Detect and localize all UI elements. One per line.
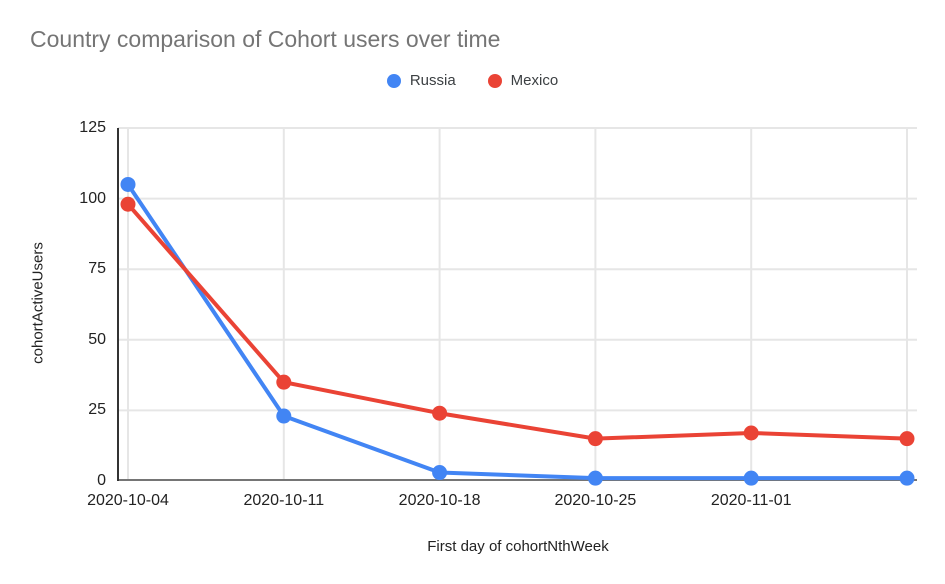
x-tick-2: 2020-10-11 <box>243 492 325 509</box>
chart-title: Country comparison of Cohort users over … <box>30 26 501 52</box>
x-tick-1: 2020-10-04 <box>87 492 169 509</box>
y-tick-25: 25 <box>88 401 106 418</box>
legend: Russia Mexico <box>0 72 945 89</box>
data-point-mexico-6[interactable] <box>899 431 915 447</box>
data-point-russia-3[interactable] <box>432 465 448 481</box>
data-point-mexico-5[interactable] <box>743 425 759 441</box>
x-axis-title: First day of cohortNthWeek <box>427 538 609 555</box>
data-point-mexico-2[interactable] <box>276 374 292 390</box>
x-tick-3: 2020-10-18 <box>398 492 481 509</box>
line-chart-canvas <box>117 127 917 486</box>
y-tick-100: 100 <box>79 190 106 207</box>
y-tick-0: 0 <box>97 472 106 489</box>
y-tick-125: 125 <box>79 119 106 136</box>
legend-label-mexico: Mexico <box>510 72 559 89</box>
y-tick-50: 50 <box>88 331 106 348</box>
data-point-russia-6[interactable] <box>899 470 915 486</box>
legend-item-russia[interactable]: Russia <box>386 72 456 89</box>
x-tick-4: 2020-10-25 <box>554 492 637 509</box>
russia-series-dot-icon <box>386 73 401 88</box>
data-point-mexico-3[interactable] <box>432 405 448 421</box>
y-tick-75: 75 <box>88 260 106 277</box>
plot-area <box>117 127 917 486</box>
data-point-mexico-1[interactable] <box>120 196 136 212</box>
data-point-russia-5[interactable] <box>743 470 759 486</box>
mexico-series-dot-icon <box>487 73 502 88</box>
legend-label-russia: Russia <box>409 72 456 89</box>
series-line-russia <box>126 182 909 481</box>
data-point-russia-1[interactable] <box>120 176 136 192</box>
legend-item-mexico[interactable]: Mexico <box>487 72 559 89</box>
data-point-mexico-4[interactable] <box>587 431 603 447</box>
x-tick-5: 2020-11-01 <box>710 492 792 509</box>
series-line-mexico <box>126 202 909 441</box>
data-point-russia-2[interactable] <box>276 408 292 424</box>
data-point-russia-4[interactable] <box>587 470 603 486</box>
